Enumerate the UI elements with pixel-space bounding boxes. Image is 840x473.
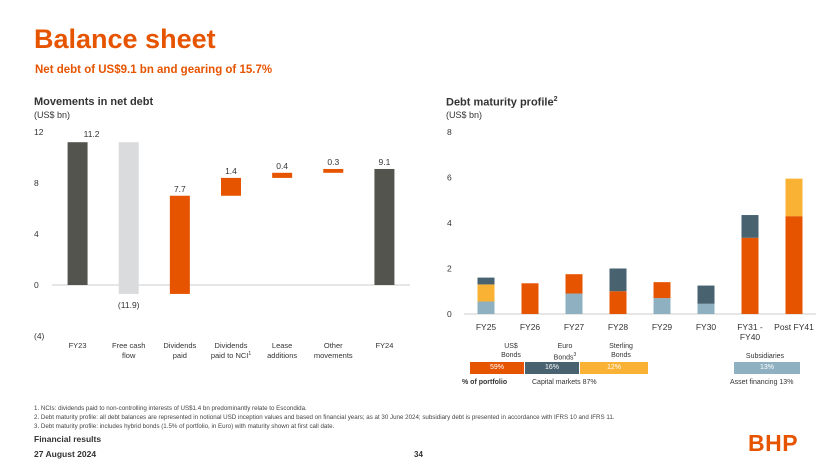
x-tick-label: FY26 <box>520 322 541 332</box>
y-tick-label: 0 <box>34 280 39 290</box>
stacked-bar-segment <box>653 282 671 299</box>
x-tick-label: FY27 <box>564 322 585 332</box>
footnote-2: 2. Debt maturity profile: all debt balan… <box>34 414 615 421</box>
legend-subsidiaries-label: Subsidiaries <box>745 353 785 360</box>
waterfall-bar <box>323 168 344 173</box>
y-tick-label: 8 <box>447 127 452 137</box>
footer-date: 27 August 2024 <box>34 449 97 459</box>
waterfall-data-label: 11.2 <box>84 129 100 139</box>
waterfall-bar <box>67 142 88 285</box>
page-number: 34 <box>414 450 423 459</box>
footnote-3: 3. Debt maturity profile: includes hybri… <box>34 423 335 430</box>
legend-euro-pct: 16% <box>525 362 579 374</box>
capital-markets-label: Capital markets 87% <box>532 379 597 386</box>
y-tick-label: 8 <box>34 178 39 188</box>
waterfall-data-label: 9.1 <box>379 157 391 167</box>
stacked-bar-segment <box>697 285 715 304</box>
page-subtitle: Net debt of US$9.1 bn and gearing of 15.… <box>35 64 273 76</box>
legend-us-label: US$ Bonds <box>501 343 521 359</box>
bhp-logo: BHP <box>748 430 799 456</box>
stacked-bar-segment <box>477 277 495 285</box>
waterfall-bar <box>272 172 293 178</box>
y-tick-label: 0 <box>447 309 452 319</box>
left-chart-unit: (US$ bn) <box>34 110 71 120</box>
waterfall-data-label: 7.7 <box>174 184 186 194</box>
stacked-bar-segment <box>477 301 495 314</box>
portfolio-label: % of portfolio <box>462 379 508 386</box>
y-tick-label: 2 <box>447 264 452 274</box>
waterfall-bar <box>118 142 139 294</box>
x-tick-label: Dividends <box>215 341 248 350</box>
y-tick-label: 4 <box>447 218 452 228</box>
debt-maturity-chart: 0 2 4 6 8 FY25 FY26 FY27 FY28 FY29 FY30 FY31 -FY40 P… <box>447 127 816 342</box>
stacked-bar-segment <box>741 215 759 238</box>
x-tick-label: Dividends <box>163 341 196 350</box>
x-tick-label: paid to NCI1 <box>211 351 252 360</box>
footnote-1: 1. NCIs: dividends paid to non-controlli… <box>34 405 307 412</box>
x-tick-label: FY28 <box>608 322 629 332</box>
x-tick-label: additions <box>267 351 297 360</box>
stacked-bar-segment <box>785 216 803 314</box>
waterfall-data-label: (11.9) <box>118 300 140 310</box>
stacked-bar-segment <box>741 237 759 314</box>
y-tick-label: 12 <box>34 127 44 137</box>
legend-sterling-label: Sterling Bonds <box>609 343 633 359</box>
waterfall-data-label: 1.4 <box>225 166 237 176</box>
page-title: Balance sheet <box>34 24 216 54</box>
x-tick-label: FY40 <box>740 332 761 342</box>
x-tick-label: FY25 <box>476 322 497 332</box>
y-tick-label: 4 <box>34 229 39 239</box>
x-tick-label: FY24 <box>375 341 393 350</box>
legend-subsidiaries-pct: 13% <box>734 362 800 374</box>
waterfall-bar <box>374 168 395 285</box>
stacked-bar-segment <box>609 268 627 292</box>
asset-financing-label: Asset financing 13% <box>730 379 794 386</box>
x-tick-label: flow <box>122 351 136 360</box>
footer-title: Financial results <box>34 434 102 444</box>
x-tick-label: Free cash <box>112 341 145 350</box>
x-tick-label: Other <box>324 341 343 350</box>
legend-us-pct: 59% <box>470 362 524 374</box>
legend-euro-label: Euro Bonds3 <box>553 343 577 362</box>
x-tick-label: Post FY41 <box>774 322 814 332</box>
x-tick-label: FY31 - <box>737 322 763 332</box>
stacked-bar-segment <box>697 303 715 314</box>
waterfall-data-label: 0.4 <box>276 161 288 171</box>
stacked-bar-segment <box>653 298 671 314</box>
x-tick-label: FY29 <box>652 322 673 332</box>
x-tick-label: FY23 <box>69 341 87 350</box>
right-chart-title: Debt maturity profile2 <box>446 96 558 109</box>
legend-sterling-pct: 12% <box>580 362 648 374</box>
stacked-bar-segment <box>477 284 495 302</box>
stacked-bar-segment <box>521 283 539 314</box>
x-tick-label: paid <box>173 351 187 360</box>
stacked-bar-segment <box>785 178 803 217</box>
x-tick-label: movements <box>314 351 353 360</box>
x-tick-label: Lease <box>272 341 292 350</box>
left-chart-title: Movements in net debt <box>34 96 154 108</box>
stacked-bar-segment <box>565 293 583 314</box>
y-tick-label: (4) <box>34 331 45 341</box>
right-chart-unit: (US$ bn) <box>446 110 483 120</box>
y-tick-label: 6 <box>447 173 452 183</box>
stacked-bar-segment <box>565 274 583 294</box>
waterfall-data-label: 0.3 <box>327 157 339 167</box>
waterfall-bar <box>169 195 190 294</box>
stacked-bar-segment <box>609 291 627 314</box>
x-tick-label: FY30 <box>696 322 717 332</box>
waterfall-bar <box>221 177 241 196</box>
